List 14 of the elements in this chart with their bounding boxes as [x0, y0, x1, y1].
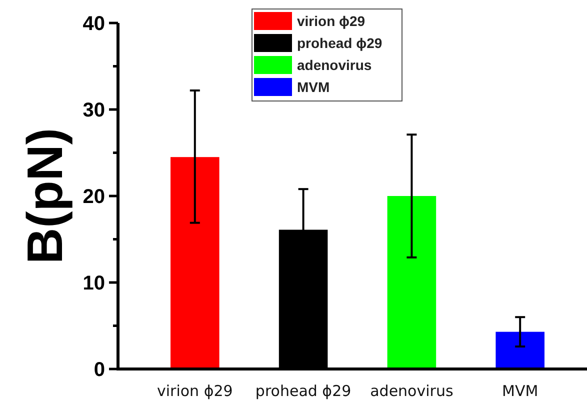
legend-label: virion ϕ29	[297, 13, 366, 29]
x-tick-label: adenovirus	[370, 382, 454, 400]
y-tick-label: 0	[94, 359, 105, 381]
x-tick-label: virion ϕ29	[156, 382, 233, 400]
legend-label: adenovirus	[297, 57, 372, 73]
x-tick-label: MVM	[502, 382, 538, 400]
x-tick-label: prohead ϕ29	[255, 382, 352, 400]
y-axis-title: B(pN)	[17, 128, 73, 264]
legend-label: MVM	[297, 79, 330, 95]
y-tick-label: 40	[82, 13, 105, 35]
y-tick-label: 30	[82, 100, 105, 122]
legend-label: prohead ϕ29	[297, 35, 382, 51]
y-tick-label: 10	[82, 272, 105, 294]
y-tick-label: 20	[82, 186, 105, 208]
